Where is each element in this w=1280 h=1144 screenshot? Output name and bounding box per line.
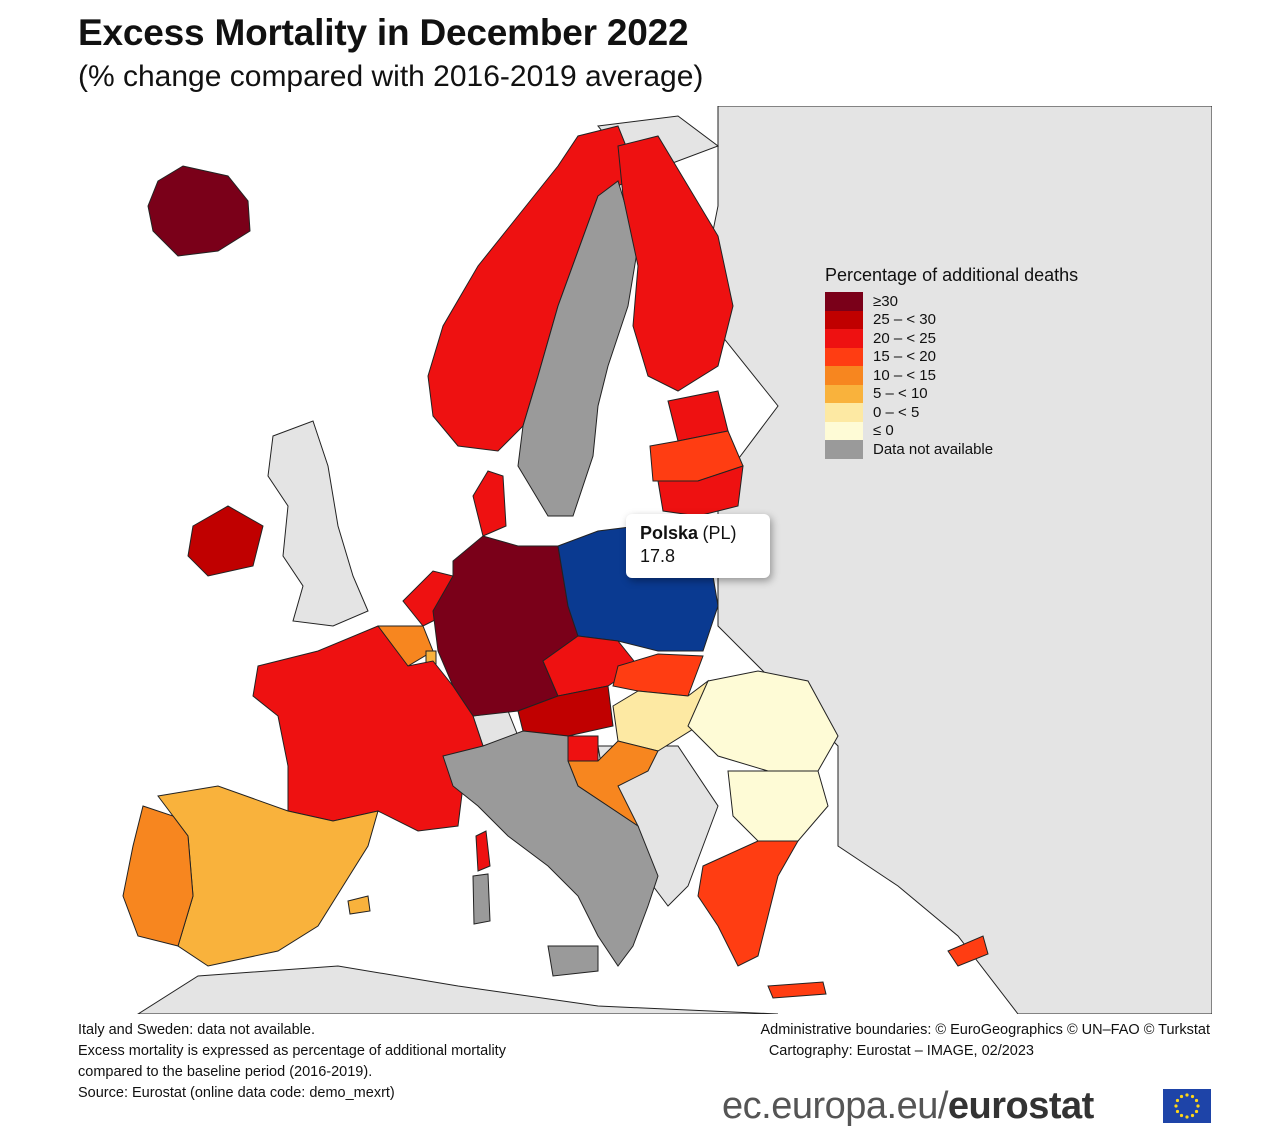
flag-star [1185,1115,1189,1119]
region-bulgaria [727,770,829,842]
brand-name: eurostat [947,1085,1094,1127]
region-denmark [472,470,507,537]
legend-label: 5 – < 10 [873,385,928,403]
eu-flag-icon [1163,1089,1211,1123]
region-sardinia [472,873,491,925]
flag-star [1196,1104,1200,1108]
tooltip-country-name: Polska [640,523,699,543]
region-corsica [475,830,491,872]
legend-swatch [825,292,863,311]
non-eu-land-africa [137,965,779,1014]
legend-item: 15 – < 20 [825,347,1078,366]
tooltip-value: 17.8 [640,546,676,566]
legend-label: 15 – < 20 [873,348,936,366]
legend-title: Percentage of additional deaths [825,265,1079,285]
flag-star [1185,1093,1189,1097]
legend-swatch [825,403,863,422]
flag-star [1175,1098,1180,1103]
brand-prefix: ec.europa.eu/ [722,1085,948,1127]
region-ireland [187,505,264,577]
credits: Administrative boundaries: © EuroGeograp… [760,1020,1210,1062]
eurostat-brand: ec.europa.eu/eurostat [722,1085,1094,1128]
non-eu-land-uk [267,420,369,627]
legend-label: 20 – < 25 [873,329,936,347]
flag-star [1190,1113,1195,1118]
flag-star [1175,1109,1180,1114]
flag-star [1174,1104,1178,1108]
footnote-line: Excess mortality is expressed as percent… [78,1043,506,1059]
legend-items: ≥30 25 – < 30 20 – < 25 15 – < 20 10 – < 15 5… [825,292,1078,459]
legend-item: Data not available [825,440,1078,459]
region-portugal [122,805,194,947]
legend-label: 10 – < 15 [873,366,936,384]
legend-swatch [825,310,863,329]
legend-item: 10 – < 15 [825,366,1078,385]
legend-swatch [825,329,863,348]
legend-label: ≤ 0 [873,422,894,440]
map-title: Excess Mortality in December 2022 [78,12,689,53]
legend-label: 25 – < 30 [873,311,936,329]
region-iceland [147,165,251,257]
region-sicily [547,945,599,977]
region-finland [617,135,734,392]
credit-line: Cartography: Eurostat – IMAGE, 02/2023 [768,1043,1034,1059]
legend-label: Data not available [873,440,994,458]
region-italy [442,730,659,967]
region-france [252,625,484,832]
region-lithuania [657,465,744,517]
region-cyprus [947,935,989,967]
legend-swatch [825,421,863,440]
region-greece [697,840,799,967]
europe-map [78,106,1212,1014]
legend-item: ≤ 0 [825,421,1078,440]
map-legend: Percentage of additional deaths ≥30 25 – … [825,265,1078,459]
region-crete [767,981,827,999]
footnote-line: compared to the baseline period (2016-20… [78,1064,373,1080]
legend-swatch [825,440,863,459]
legend-item: 0 – < 5 [825,403,1078,422]
map-subtitle: (% change compared with 2016-2019 averag… [78,60,704,93]
footnote-line: Italy and Sweden: data not available. [78,1022,315,1038]
region-balearic-islands [347,895,371,915]
flag-star [1194,1098,1199,1103]
legend-label: 0 – < 5 [873,403,920,421]
legend-item: 25 – < 30 [825,310,1078,329]
footnote-line: Source: Eurostat (online data code: demo… [78,1085,395,1101]
legend-item: 5 – < 10 [825,384,1078,403]
country-tooltip: Polska (PL) 17.8 [626,514,770,578]
flag-star [1179,1113,1184,1118]
flag-star [1179,1094,1184,1099]
legend-item: 20 – < 25 [825,329,1078,348]
legend-swatch [825,384,863,403]
tooltip-country-code: (PL) [702,523,737,543]
flag-star [1194,1109,1199,1114]
flag-star [1190,1094,1195,1099]
credit-line: Administrative boundaries: © EuroGeograp… [760,1022,1210,1038]
footnotes: Italy and Sweden: data not available. Ex… [78,1020,506,1104]
legend-label: ≥30 [873,292,898,310]
legend-item: ≥30 [825,292,1078,311]
legend-swatch [825,347,863,366]
legend-swatch [825,366,863,385]
region-sweden [517,180,639,517]
